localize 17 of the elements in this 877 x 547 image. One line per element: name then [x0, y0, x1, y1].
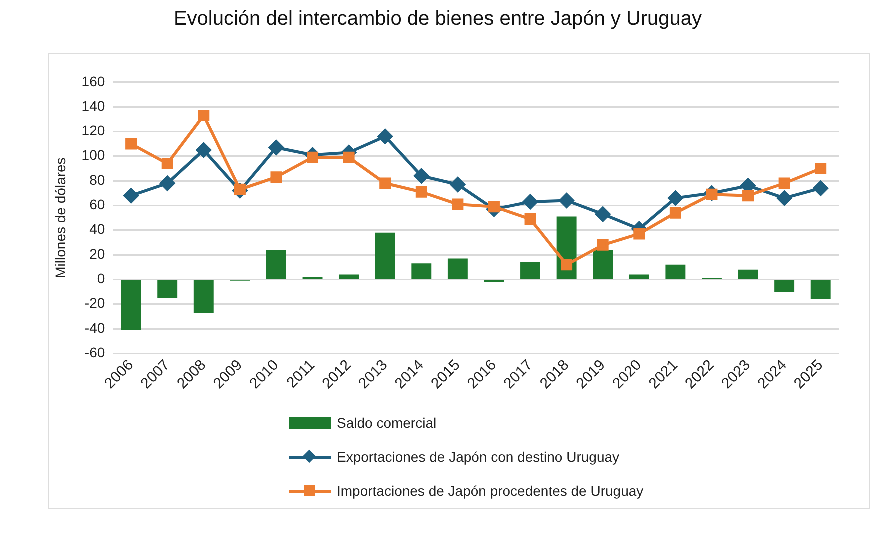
y-tick-label: -60: [84, 344, 106, 361]
y-tick-label: 160: [82, 73, 106, 90]
chart-title: Evolución del intercambio de bienes entre Japón y Uruguay: [172, 8, 704, 31]
y-tick-label: 100: [82, 147, 106, 164]
legend-label: Importaciones de Japón procedentes de Uruguay: [337, 483, 644, 499]
y-tick-label: 120: [82, 122, 106, 139]
y-tick-label: 80: [90, 172, 106, 188]
y-tick-label: 60: [90, 196, 106, 213]
legend-label: Exportaciones de Japón con destino Uruguay: [337, 449, 620, 465]
y-tick-label: -40: [84, 320, 106, 336]
y-tick-label: -20: [84, 295, 106, 312]
y-tick-label: 40: [90, 221, 106, 238]
legend-label: Saldo comercial: [337, 415, 437, 431]
y-axis-title: Millones de dólares: [52, 158, 68, 278]
y-tick-label: 0: [97, 270, 106, 287]
y-tick-label: 140: [82, 98, 106, 114]
y-tick-label: 20: [90, 246, 106, 262]
